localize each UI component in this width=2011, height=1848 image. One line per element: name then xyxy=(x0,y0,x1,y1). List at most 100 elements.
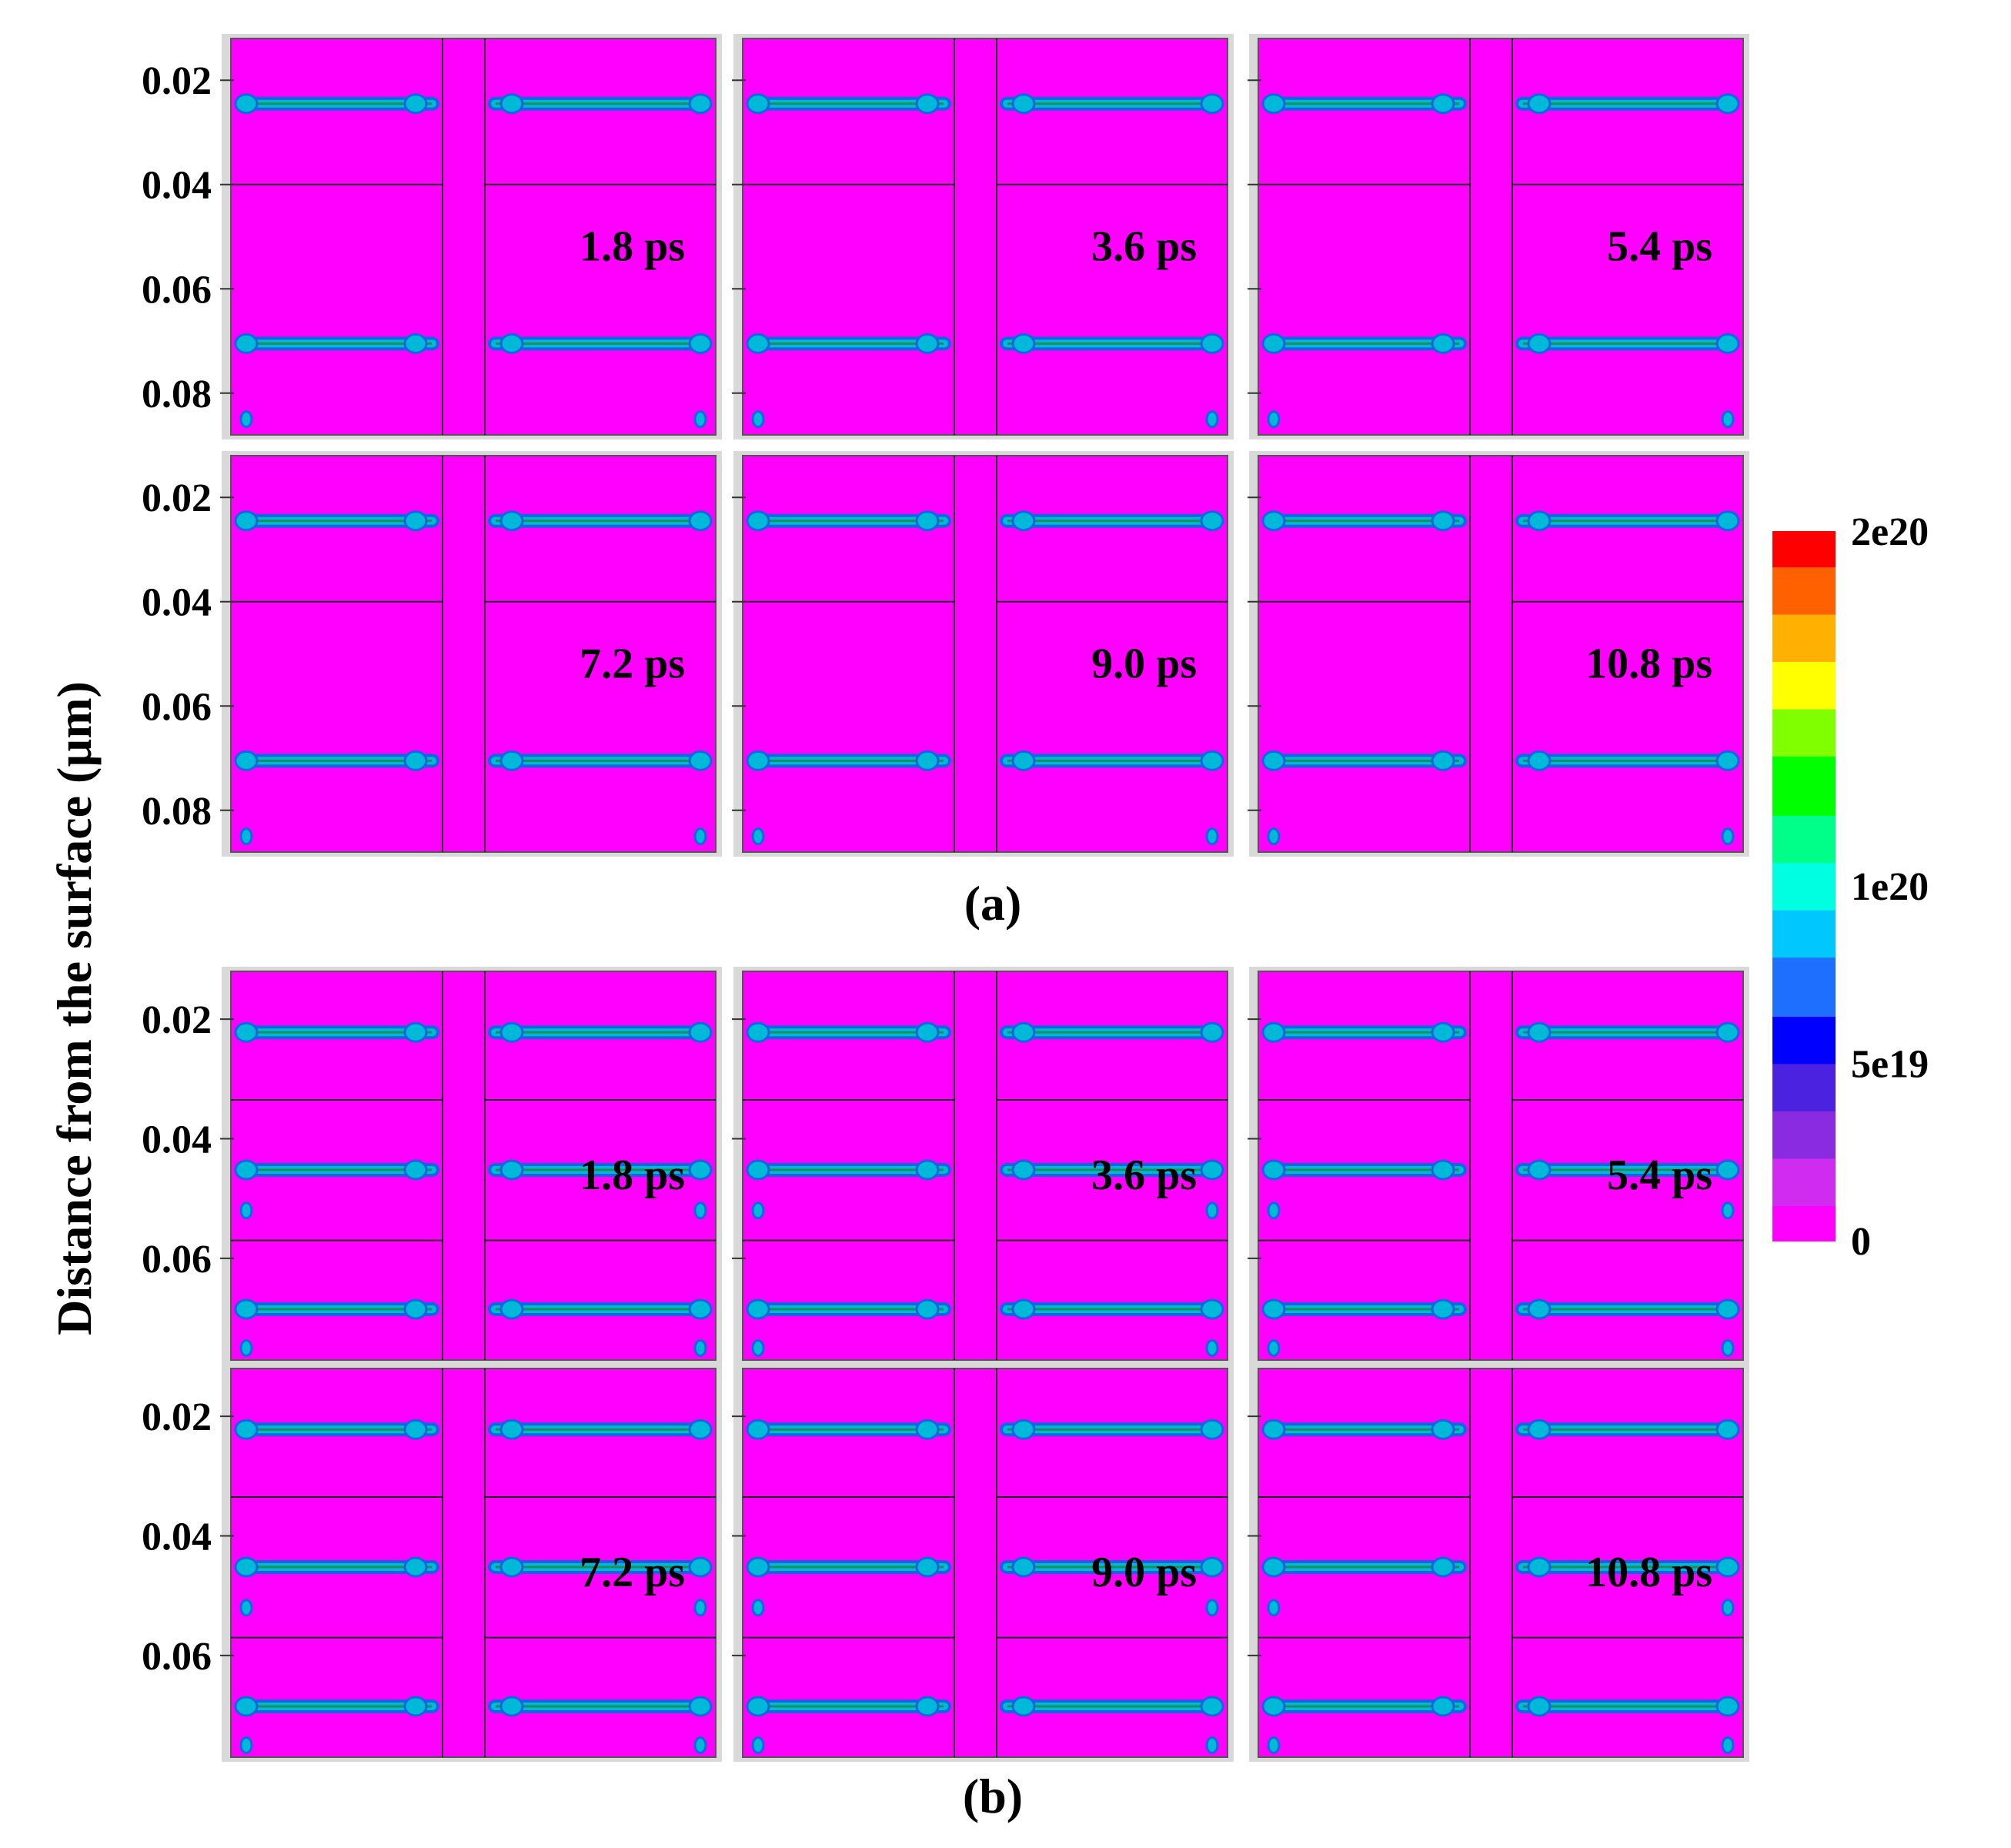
band-node xyxy=(1715,1298,1740,1320)
band-node xyxy=(746,750,770,771)
colorbar-segment xyxy=(1772,909,1836,923)
defect-point xyxy=(693,1201,707,1220)
band-node xyxy=(1261,1298,1286,1320)
colorbar-segment xyxy=(1772,1004,1836,1018)
band-core xyxy=(496,342,703,345)
time-label: 5.4 ps xyxy=(1607,222,1712,270)
colorbar-segment xyxy=(1772,720,1836,734)
band-node xyxy=(234,1556,259,1578)
panel-a-6: 10.8 ps xyxy=(1248,451,1749,857)
time-label: 1.8 ps xyxy=(580,222,685,270)
band-core xyxy=(1271,1705,1459,1708)
band-node xyxy=(234,1298,259,1320)
band-node xyxy=(1431,1021,1455,1043)
band-core xyxy=(1007,1168,1215,1171)
y-tick-label: 0.08 xyxy=(142,790,212,834)
band-node xyxy=(1200,750,1224,771)
band-node xyxy=(1011,1556,1036,1578)
band-node xyxy=(1011,510,1036,532)
band-node xyxy=(499,1696,524,1717)
band-node xyxy=(1200,1159,1224,1181)
colorbar-segment xyxy=(1772,531,1836,544)
y-tick-label: 0.02 xyxy=(142,998,212,1042)
defect-point xyxy=(751,1338,765,1357)
band-node xyxy=(403,1021,428,1043)
y-tick-label: 0.06 xyxy=(142,1635,212,1679)
time-label: 7.2 ps xyxy=(580,1549,685,1596)
band-core xyxy=(1523,1308,1731,1311)
band-core xyxy=(1523,1031,1731,1034)
defect-point xyxy=(239,827,253,846)
colorbar-segment xyxy=(1772,874,1836,887)
colorbar-tick-label: 5e19 xyxy=(1851,1043,1929,1087)
band-node xyxy=(234,1159,259,1181)
colorbar-segment xyxy=(1772,578,1836,591)
band-core xyxy=(1007,1705,1215,1708)
defect-point xyxy=(239,1599,253,1617)
colorbar-segment xyxy=(1772,1122,1836,1135)
band-core xyxy=(1523,1428,1731,1431)
band-node xyxy=(688,1419,713,1440)
band-node xyxy=(499,1556,524,1578)
colorbar-segment xyxy=(1772,684,1836,698)
defect-point xyxy=(693,827,707,846)
colorbar-segment xyxy=(1772,1110,1836,1124)
colorbar-segment xyxy=(1772,755,1836,769)
band-node xyxy=(1200,1298,1224,1320)
band-node xyxy=(1715,93,1740,115)
band-core xyxy=(1523,1168,1731,1171)
colorbar-segment xyxy=(1772,779,1836,793)
band-core xyxy=(1007,102,1215,105)
band-node xyxy=(1527,1556,1552,1578)
band-node xyxy=(915,1021,940,1043)
band-core xyxy=(243,1168,432,1171)
band-node xyxy=(1261,1556,1286,1578)
colorbar-segment xyxy=(1772,732,1836,745)
band-node xyxy=(746,1419,770,1440)
y-tick-label: 0.06 xyxy=(142,268,212,312)
band-core xyxy=(243,1428,432,1431)
defect-point xyxy=(751,1736,765,1754)
caption-a: (a) xyxy=(964,876,1022,931)
band-node xyxy=(499,1298,524,1320)
defect-point xyxy=(693,1599,707,1617)
defect-point xyxy=(1721,410,1735,429)
band-core xyxy=(1271,102,1459,105)
band-core xyxy=(1007,1308,1215,1311)
band-node xyxy=(688,333,713,354)
time-label: 3.6 ps xyxy=(1091,1151,1197,1199)
colorbar-segment xyxy=(1772,862,1836,875)
band-node xyxy=(1261,333,1286,354)
band-core xyxy=(1271,520,1459,523)
defect-point xyxy=(751,1599,765,1617)
band-node xyxy=(1431,510,1455,532)
band-core xyxy=(755,1031,944,1034)
band-node xyxy=(746,1298,770,1320)
band-core xyxy=(755,759,944,762)
colorbar-segment xyxy=(1772,1063,1836,1076)
colorbar-segment xyxy=(1772,1228,1836,1241)
band-node xyxy=(1431,1556,1455,1578)
band-core xyxy=(496,520,703,523)
band-node xyxy=(1011,333,1036,354)
colorbar-segment xyxy=(1772,886,1836,899)
colorbar-segment xyxy=(1772,602,1836,615)
band-node xyxy=(499,1419,524,1440)
band-node xyxy=(1200,1419,1224,1440)
band-core xyxy=(496,759,703,762)
band-node xyxy=(1431,93,1455,115)
band-node xyxy=(1715,510,1740,532)
band-core xyxy=(496,1168,703,1171)
defect-point xyxy=(1721,1338,1735,1357)
band-core xyxy=(1523,1705,1731,1708)
band-node xyxy=(746,1556,770,1578)
defect-point xyxy=(1205,1599,1219,1617)
band-node xyxy=(403,1696,428,1717)
defect-point xyxy=(239,1201,253,1220)
colorbar-segment xyxy=(1772,992,1836,1005)
y-tick-label: 0.06 xyxy=(142,1238,212,1282)
band-node xyxy=(746,510,770,532)
band-core xyxy=(496,102,703,105)
band-node xyxy=(915,1298,940,1320)
